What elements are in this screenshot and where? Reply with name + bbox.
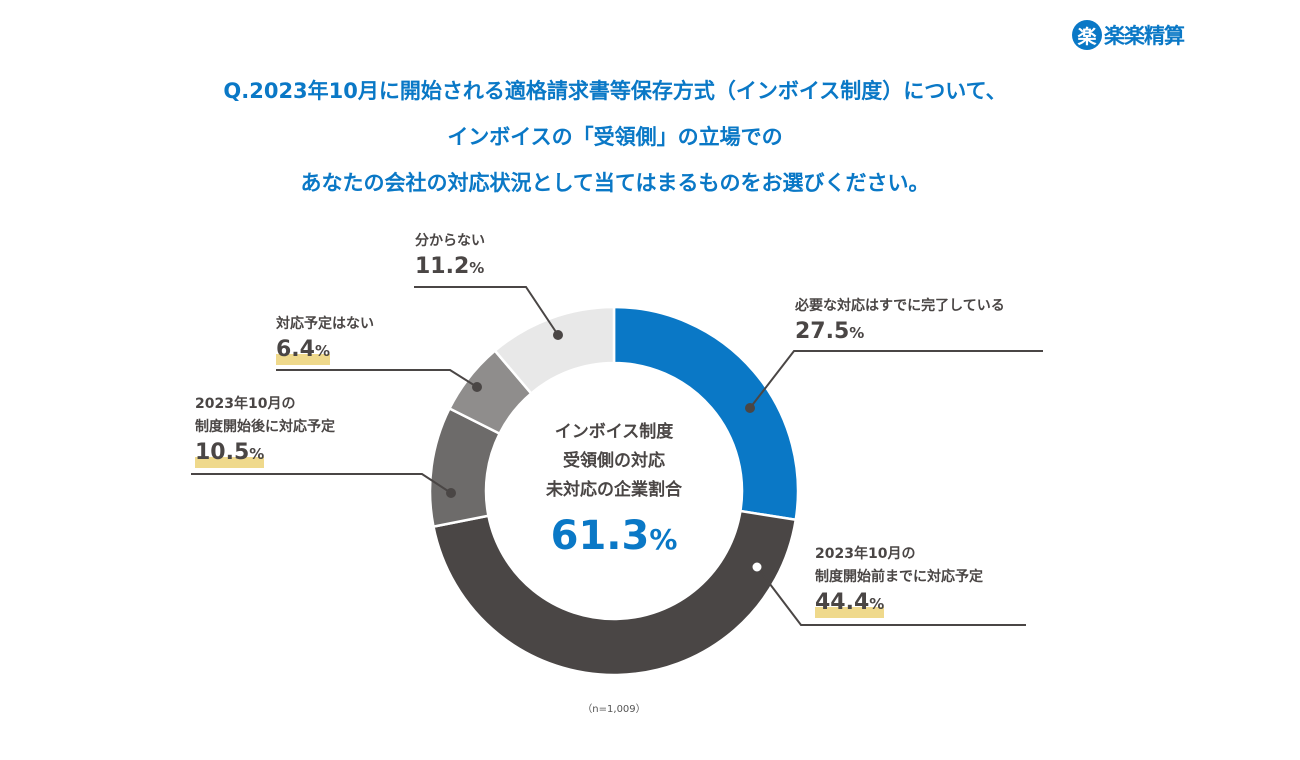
- question-title: Q.2023年10月に開始される適格請求書等保存方式（インボイス制度）について、…: [0, 68, 1230, 206]
- logo-mark: 楽: [1072, 20, 1102, 50]
- leader-line-1: [756, 566, 1026, 626]
- center-value: 61.3%: [514, 513, 714, 559]
- leader-line-3: [276, 369, 478, 388]
- slice-label-text: 2023年10月の: [195, 396, 296, 412]
- slice-value: 6.4%: [276, 336, 331, 365]
- logo: 楽 楽楽精算: [1072, 20, 1185, 50]
- donut-slice-0: [612, 305, 800, 522]
- leader-dot-2: [446, 488, 456, 498]
- sample-size-note: （n=1,009）: [582, 704, 646, 715]
- leader-dot-4: [553, 330, 563, 340]
- value-unit: %: [249, 445, 265, 463]
- slice-label-unknown: 分からない 11.2%: [415, 230, 485, 282]
- donut-slice-1: [432, 509, 798, 677]
- slice-label-text: 制度開始前までに対応予定: [815, 569, 983, 585]
- leader-dot-3: [472, 382, 482, 392]
- center-line: 受領側の対応: [563, 451, 665, 471]
- slice-label-no-plan: 対応予定はない 6.4%: [276, 313, 374, 365]
- leader-dot-0: [745, 403, 755, 413]
- value-number: 11.2: [415, 254, 470, 279]
- leader-line-2: [191, 473, 452, 494]
- center-line: 未対応の企業割合: [546, 480, 682, 500]
- value-unit: %: [869, 595, 885, 613]
- slice-value: 44.4%: [815, 589, 885, 618]
- value-unit: %: [849, 324, 865, 342]
- center-value-unit: %: [649, 523, 678, 556]
- slice-label-text: 対応予定はない: [276, 316, 374, 332]
- value-unit: %: [469, 259, 485, 277]
- slice-value: 27.5%: [795, 318, 864, 347]
- value-number: 27.5: [795, 319, 850, 344]
- slice-label-text: 制度開始後に対応予定: [195, 419, 335, 435]
- center-line: インボイス制度: [554, 422, 674, 442]
- slice-label-text: 分からない: [415, 233, 485, 249]
- slice-value: 10.5%: [195, 439, 265, 468]
- center-value-number: 61.3: [550, 513, 650, 559]
- donut-slice-4: [493, 305, 616, 396]
- slice-label-before-start: 2023年10月の 制度開始前までに対応予定 44.4%: [815, 543, 983, 618]
- logo-text: 楽楽精算: [1104, 24, 1185, 48]
- title-line: Q.2023年10月に開始される適格請求書等保存方式（インボイス制度）について、: [223, 79, 1007, 103]
- slice-label-text: 2023年10月の: [815, 546, 916, 562]
- title-line: インボイスの「受領側」の立場での: [447, 125, 783, 149]
- slice-value: 11.2%: [415, 253, 484, 282]
- leader-dot-1: [750, 560, 764, 574]
- value-number: 44.4: [815, 590, 870, 615]
- slice-label-text: 必要な対応はすでに完了している: [795, 298, 1005, 314]
- value-unit: %: [314, 342, 331, 360]
- slice-label-after-start: 2023年10月の 制度開始後に対応予定 10.5%: [195, 393, 335, 468]
- title-line: あなたの会社の対応状況として当てはまるものをお選びください。: [300, 171, 930, 195]
- leader-line-4: [414, 286, 559, 336]
- leader-line-0: [749, 350, 1043, 409]
- donut-center-label: インボイス制度 受領側の対応 未対応の企業割合 61.3%: [514, 418, 714, 559]
- value-number: 6.4: [276, 337, 315, 362]
- value-number: 10.5: [195, 440, 250, 465]
- slice-label-completed: 必要な対応はすでに完了している 27.5%: [795, 295, 1005, 347]
